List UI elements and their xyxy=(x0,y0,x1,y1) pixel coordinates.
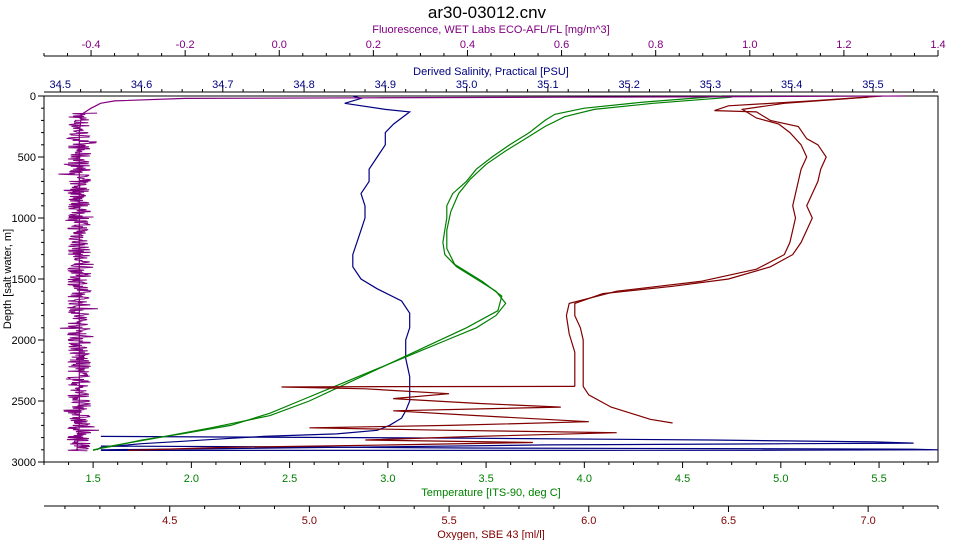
depth-tick-label: 2500 xyxy=(12,396,36,408)
fluorescence-tick-label: 0.8 xyxy=(648,39,663,51)
salinity-tick-label: 35.0 xyxy=(456,79,477,91)
oxygen-tick-label: 5.0 xyxy=(302,515,317,527)
salinity-tick-label: 34.5 xyxy=(50,79,71,91)
depth-tick-label: 500 xyxy=(18,152,36,164)
fluorescence-tick-label: 0.4 xyxy=(460,39,475,51)
salinity-series-line xyxy=(96,95,412,451)
axes-layer: -0.4 -0.2 0.0 0.2 0.4 0.6 0.8 1.0 1.2 1.4 Fluoresc… xyxy=(2,24,946,540)
depth-tick-label: 0 xyxy=(30,91,36,103)
oxygen-tick-label: 4.5 xyxy=(162,515,177,527)
salinity-series-line xyxy=(100,445,939,451)
fluorescence-tick-label: 0.0 xyxy=(272,39,287,51)
temperature-tick-label: 5.5 xyxy=(871,473,886,485)
salinity-tick-label: 35.3 xyxy=(700,79,721,91)
temperature-tick-label: 3.0 xyxy=(380,473,395,485)
fluorescence-tick-label: 0.6 xyxy=(554,39,569,51)
oxygen-tick-label: 6.5 xyxy=(721,515,736,527)
oxygen-axis-title: Oxygen, SBE 43 [ml/l] xyxy=(437,529,545,540)
fluorescence-tick-label: 1.0 xyxy=(742,39,757,51)
depth-tick-label: 2000 xyxy=(12,335,36,347)
salinity-tick-label: 35.5 xyxy=(862,79,883,91)
fluorescence-tick-label: -0.4 xyxy=(82,39,101,51)
salinity-tick-label: 34.7 xyxy=(212,79,233,91)
oxygen-series-line xyxy=(574,95,883,424)
temperature-tick-label: 2.0 xyxy=(184,473,199,485)
temperature-tick-label: 5.0 xyxy=(773,473,788,485)
salinity-axis-title: Derived Salinity, Practical [PSU] xyxy=(413,66,569,78)
salinity-tick-label: 35.4 xyxy=(781,79,802,91)
depth-tick-label: 1500 xyxy=(12,274,36,286)
temperature-tick-label: 1.5 xyxy=(85,473,100,485)
fluorescence-tick-label: 1.2 xyxy=(836,39,851,51)
temperature-series-line xyxy=(92,95,722,451)
temperature-series-line xyxy=(92,96,732,451)
fluorescence-tick-label: 0.2 xyxy=(366,39,381,51)
depth-axis-title: Depth [salt water, m] xyxy=(2,229,14,329)
salinity-tick-label: 35.1 xyxy=(537,79,558,91)
salinity-tick-label: 34.6 xyxy=(131,79,152,91)
fluorescence-noise-trace xyxy=(58,112,100,452)
fluorescence-tick-label: 1.4 xyxy=(930,39,945,51)
temperature-tick-label: 2.5 xyxy=(282,473,297,485)
oxygen-tick-label: 5.5 xyxy=(441,515,456,527)
chart-title: ar30-03012.cnv xyxy=(428,3,547,22)
salinity-tick-label: 34.8 xyxy=(293,79,314,91)
fluorescence-axis-title: Fluorescence, WET Labs ECO-AFL/FL [mg/m^… xyxy=(372,24,609,36)
temperature-tick-label: 3.5 xyxy=(478,473,493,485)
salinity-tick-label: 35.2 xyxy=(618,79,639,91)
fluorescence-tick-label: -0.2 xyxy=(176,39,195,51)
fluorescence-series-line xyxy=(76,95,906,450)
depth-tick-label: 3000 xyxy=(12,457,36,469)
oxygen-series-line xyxy=(127,385,617,451)
temperature-axis-title: Temperature [ITS-90, deg C] xyxy=(421,487,560,499)
salinity-tick-label: 34.9 xyxy=(375,79,396,91)
plot-area xyxy=(58,95,939,452)
oxygen-series-line xyxy=(565,96,869,387)
temperature-tick-label: 4.5 xyxy=(675,473,690,485)
temperature-tick-label: 4.0 xyxy=(577,473,592,485)
depth-tick-label: 1000 xyxy=(12,213,36,225)
oxygen-tick-label: 7.0 xyxy=(861,515,876,527)
oxygen-tick-label: 6.0 xyxy=(581,515,596,527)
